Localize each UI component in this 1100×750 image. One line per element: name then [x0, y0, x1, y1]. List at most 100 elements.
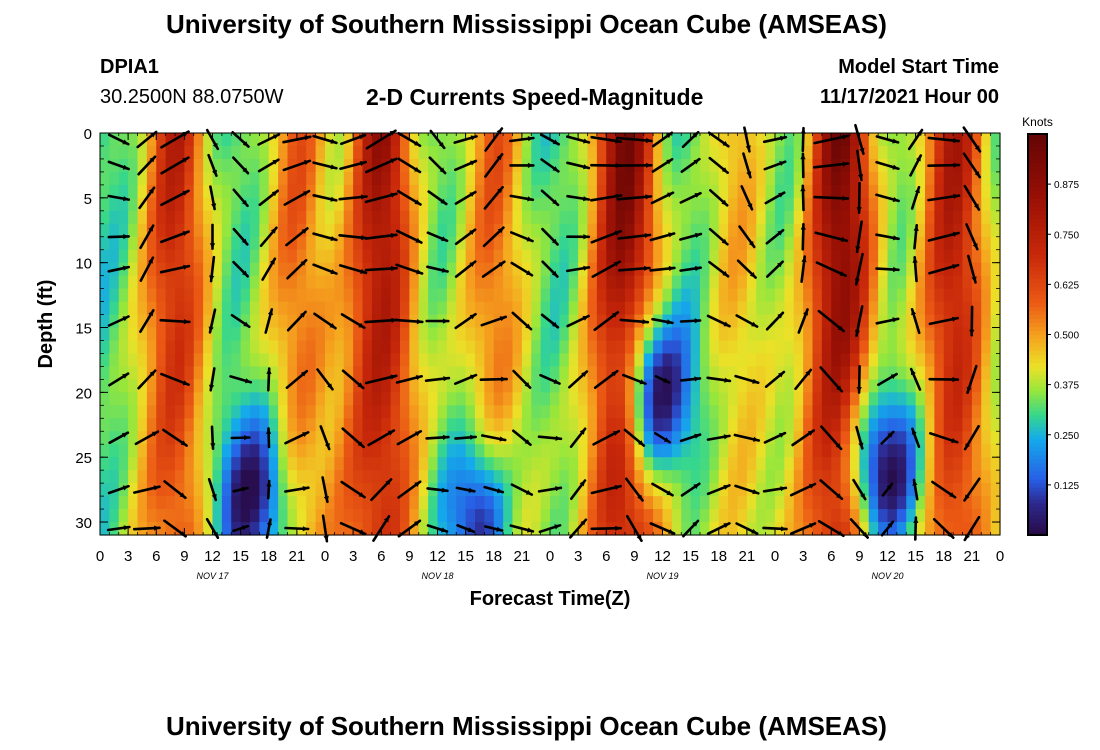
heat-cell	[700, 314, 710, 329]
heat-cell	[503, 327, 514, 342]
heat-cell	[259, 470, 270, 484]
heat-cell	[671, 327, 682, 342]
heat-cell	[812, 145, 823, 160]
heat-cell	[390, 314, 401, 329]
heat-cell	[118, 444, 129, 458]
heat-cell	[184, 158, 195, 173]
current-vector	[367, 429, 396, 447]
heat-cell	[981, 431, 992, 445]
heat-cell	[896, 522, 907, 536]
heat-cell	[821, 301, 832, 316]
heat-cell	[746, 249, 757, 264]
heat-cell	[203, 392, 214, 406]
heat-cell	[306, 522, 317, 536]
current-vector	[791, 429, 816, 447]
vector-head	[752, 489, 759, 495]
heat-cell	[400, 444, 410, 458]
heat-cell	[418, 145, 429, 160]
heat-cell	[690, 327, 701, 342]
heat-cell	[128, 262, 139, 277]
heat-cell	[446, 470, 457, 484]
vector-head	[266, 428, 272, 434]
current-vector	[483, 485, 505, 494]
heat-cell	[437, 327, 448, 342]
heat-cell	[606, 262, 617, 277]
vector-head	[180, 440, 187, 446]
heat-cell	[840, 275, 851, 290]
heat-cell	[578, 301, 589, 316]
heat-cell	[587, 327, 598, 342]
heat-cell	[793, 392, 804, 406]
heat-cell	[146, 158, 157, 173]
heat-cell	[175, 509, 185, 523]
heat-cell	[221, 470, 232, 484]
heat-cell	[681, 236, 692, 251]
current-vector	[210, 425, 216, 451]
vector-head	[695, 265, 701, 272]
current-vector	[651, 317, 674, 325]
heat-cell	[971, 340, 982, 355]
heat-cell	[812, 275, 823, 290]
heat-cell	[231, 275, 242, 290]
heat-cell	[690, 470, 701, 484]
heat-cell	[278, 470, 289, 484]
heat-cell	[718, 223, 729, 238]
heat-cell	[943, 314, 954, 329]
x-tick-label: 0	[96, 548, 104, 565]
heat-cell	[765, 223, 776, 238]
heat-cell	[418, 210, 429, 225]
heat-cell	[550, 301, 560, 316]
heat-cell	[606, 275, 617, 290]
heat-cell	[100, 158, 110, 173]
heat-cell	[118, 158, 129, 173]
heat-cell	[793, 522, 804, 536]
heat-cell	[409, 366, 420, 380]
heat-cell	[296, 275, 307, 290]
heat-cell	[803, 314, 814, 329]
heat-cell	[671, 379, 682, 393]
heat-cell	[643, 184, 654, 199]
heat-cell	[128, 210, 139, 225]
y-axis-label: Depth (ft)	[35, 280, 57, 369]
heat-cell	[587, 418, 598, 432]
heat-cell	[212, 470, 223, 484]
colorbar-segment	[1028, 406, 1047, 412]
heat-cell	[118, 340, 129, 355]
vector-shaft	[364, 157, 398, 174]
colorbar-segment	[1028, 314, 1047, 320]
heat-cell	[409, 145, 420, 160]
heat-cell	[446, 262, 457, 277]
heat-cell	[821, 509, 832, 523]
heat-cell	[634, 249, 645, 264]
heat-cell	[437, 444, 448, 458]
heat-cell	[287, 288, 298, 303]
heat-cell	[512, 171, 523, 186]
current-vector	[338, 264, 368, 275]
heat-cell	[803, 171, 814, 186]
heat-cell	[268, 314, 279, 329]
vector-head	[496, 154, 503, 161]
heat-cell	[681, 483, 692, 497]
vector-head	[267, 309, 273, 316]
heat-cell	[793, 418, 804, 432]
heat-cell	[503, 171, 514, 186]
heat-cell	[146, 509, 157, 523]
heat-cell	[400, 223, 410, 238]
heat-cell	[775, 444, 785, 458]
heat-cell	[709, 262, 720, 277]
heat-cell	[250, 522, 260, 536]
heat-cell	[578, 184, 589, 199]
heat-cell	[100, 392, 110, 406]
heat-cell	[446, 314, 457, 329]
heat-cell	[296, 301, 307, 316]
heat-cell	[718, 210, 729, 225]
heat-cell	[962, 275, 973, 290]
heat-cell	[653, 133, 664, 147]
heat-cell	[475, 483, 485, 497]
heat-cell	[606, 197, 617, 212]
current-vector	[266, 427, 272, 449]
heat-cell	[390, 327, 401, 342]
x-tick-label: 15	[457, 548, 474, 565]
heat-cell	[878, 158, 889, 173]
heat-cell	[456, 522, 467, 536]
